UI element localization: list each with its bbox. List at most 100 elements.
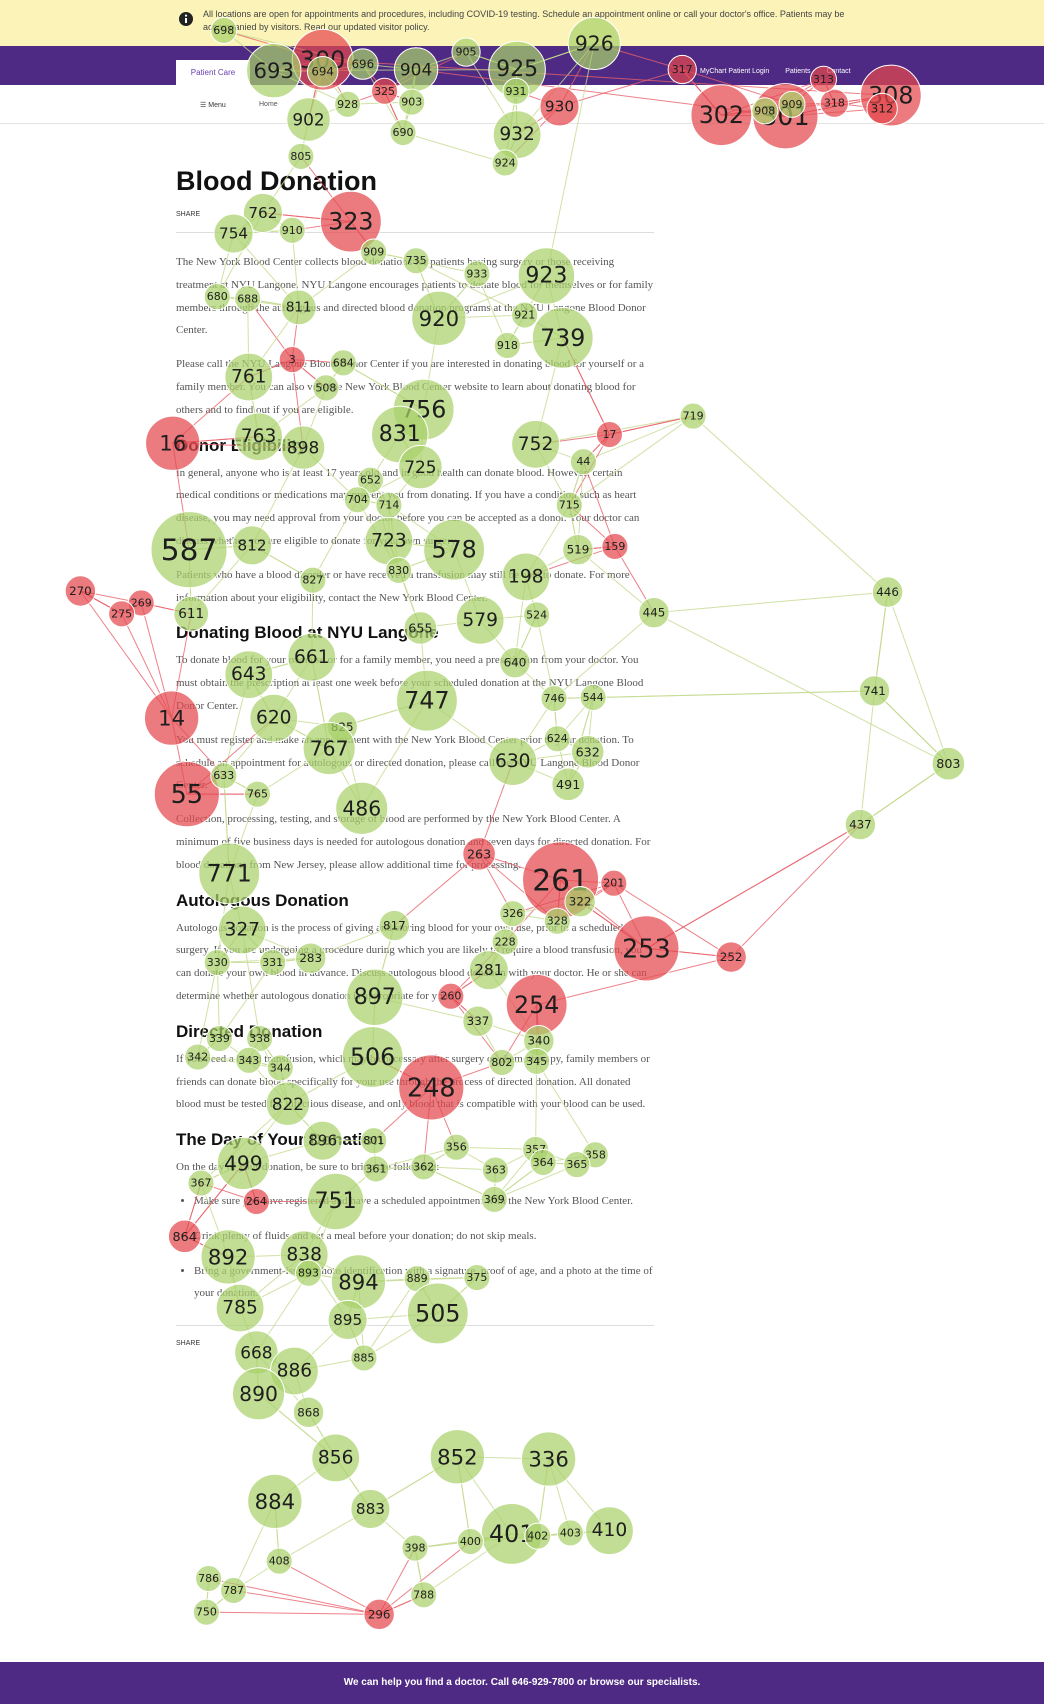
edge bbox=[205, 1578, 210, 1613]
nav-link[interactable]: Patients bbox=[785, 68, 811, 75]
nav-link[interactable]: Contact bbox=[826, 68, 851, 75]
edge bbox=[274, 1501, 280, 1562]
edge bbox=[278, 1508, 371, 1562]
edge bbox=[653, 612, 949, 765]
node-label: 336 bbox=[528, 1446, 568, 1471]
edge bbox=[537, 1532, 571, 1537]
node-circle bbox=[292, 1396, 325, 1428]
node: 787 bbox=[220, 1576, 248, 1604]
edge bbox=[511, 1533, 538, 1537]
node-label: 883 bbox=[356, 1500, 385, 1518]
node-circle bbox=[363, 1598, 395, 1631]
breadcrumb[interactable]: Home bbox=[259, 101, 278, 108]
node-circle bbox=[265, 1547, 293, 1575]
edge bbox=[537, 1458, 550, 1537]
edge bbox=[233, 1501, 276, 1591]
node-label: 401 bbox=[489, 1520, 534, 1548]
article: Blood Donation SHARE The New York Blood … bbox=[176, 166, 654, 1347]
edge bbox=[80, 590, 122, 615]
edge bbox=[504, 134, 518, 164]
edge bbox=[653, 591, 888, 614]
node-circle bbox=[231, 1367, 286, 1421]
nav-tab[interactable]: Patient Care bbox=[176, 60, 250, 85]
edge bbox=[293, 1370, 310, 1413]
node: 886 bbox=[270, 1346, 319, 1396]
edge bbox=[548, 1458, 571, 1534]
node-label: 885 bbox=[353, 1351, 374, 1364]
edge bbox=[537, 1532, 571, 1537]
node: 269 bbox=[127, 589, 155, 617]
node-circle bbox=[247, 1473, 303, 1530]
node-label: 786 bbox=[198, 1572, 219, 1585]
alert-banner: All locations are open for appointments … bbox=[0, 0, 1044, 46]
article-title: Blood Donation bbox=[176, 166, 377, 196]
node-circle bbox=[195, 1564, 223, 1593]
edge bbox=[208, 1578, 234, 1591]
edge bbox=[300, 119, 310, 157]
node: 750 bbox=[192, 1598, 220, 1626]
edge bbox=[80, 590, 142, 604]
node-label: 787 bbox=[223, 1584, 244, 1597]
node: 890 bbox=[231, 1367, 286, 1421]
section-heading: Autologous Donation bbox=[176, 890, 349, 910]
section-heading: Donor Eligibility bbox=[176, 435, 307, 455]
edge bbox=[308, 1412, 337, 1459]
node-label: 805 bbox=[290, 150, 311, 163]
edge bbox=[300, 119, 310, 157]
edge bbox=[80, 590, 122, 615]
edge bbox=[456, 1456, 471, 1542]
node: 788 bbox=[410, 1581, 438, 1609]
node-circle bbox=[270, 1346, 319, 1396]
edge bbox=[208, 1578, 234, 1591]
node-label: 398 bbox=[404, 1542, 425, 1555]
edge bbox=[233, 1589, 380, 1615]
node-label: 270 bbox=[69, 584, 92, 598]
edge bbox=[470, 1532, 571, 1543]
node-label: 400 bbox=[460, 1535, 481, 1548]
node-label: 750 bbox=[196, 1606, 217, 1619]
sub-nav: ☰ Menu Home bbox=[0, 85, 1044, 124]
edge bbox=[233, 1560, 280, 1591]
node: 741 bbox=[858, 675, 891, 707]
node-label: 890 bbox=[239, 1382, 278, 1406]
node-label: 402 bbox=[527, 1530, 548, 1543]
paragraph: The New York Blood Center collects blood… bbox=[176, 256, 654, 337]
node: 275 bbox=[108, 600, 136, 628]
edge bbox=[308, 1412, 337, 1459]
node: 402 bbox=[524, 1522, 552, 1550]
paragraph: Collection, processing, testing, and sto… bbox=[176, 813, 651, 871]
edge bbox=[730, 824, 861, 958]
share-label: SHARE bbox=[176, 211, 654, 233]
edge bbox=[874, 592, 889, 691]
edge bbox=[414, 1547, 425, 1595]
node-circle bbox=[127, 589, 155, 617]
node-label: 719 bbox=[683, 410, 704, 423]
node-circle bbox=[871, 576, 904, 608]
edge bbox=[457, 1456, 549, 1460]
node-circle bbox=[456, 1528, 484, 1556]
edge bbox=[79, 590, 173, 719]
edge bbox=[537, 1458, 550, 1537]
node-label: 252 bbox=[720, 950, 743, 964]
node: 296 bbox=[363, 1598, 395, 1631]
list-item: Drink plenty of fluids and eat a meal be… bbox=[194, 1225, 654, 1248]
edge bbox=[335, 1457, 371, 1510]
node-label: 856 bbox=[318, 1447, 354, 1468]
node-circle bbox=[524, 1522, 552, 1550]
edge bbox=[121, 602, 142, 615]
edge bbox=[570, 1530, 610, 1534]
edge bbox=[470, 1530, 610, 1543]
node: 446 bbox=[871, 576, 904, 608]
edge bbox=[860, 763, 949, 825]
node: 270 bbox=[64, 575, 97, 607]
nav-link[interactable]: MyChart Patient Login bbox=[700, 68, 770, 75]
node-label: 741 bbox=[863, 684, 886, 698]
edge bbox=[378, 1594, 424, 1615]
nav-links: MyChart Patient Login Patients Contact bbox=[700, 68, 865, 75]
node-circle bbox=[715, 941, 747, 973]
menu-button[interactable]: ☰ Menu bbox=[200, 102, 226, 109]
node: 336 bbox=[520, 1431, 577, 1487]
section-heading: The Day of Your Donation bbox=[176, 1130, 384, 1150]
list: Make sure you have registered and have a… bbox=[176, 1190, 654, 1305]
edge bbox=[874, 690, 949, 765]
